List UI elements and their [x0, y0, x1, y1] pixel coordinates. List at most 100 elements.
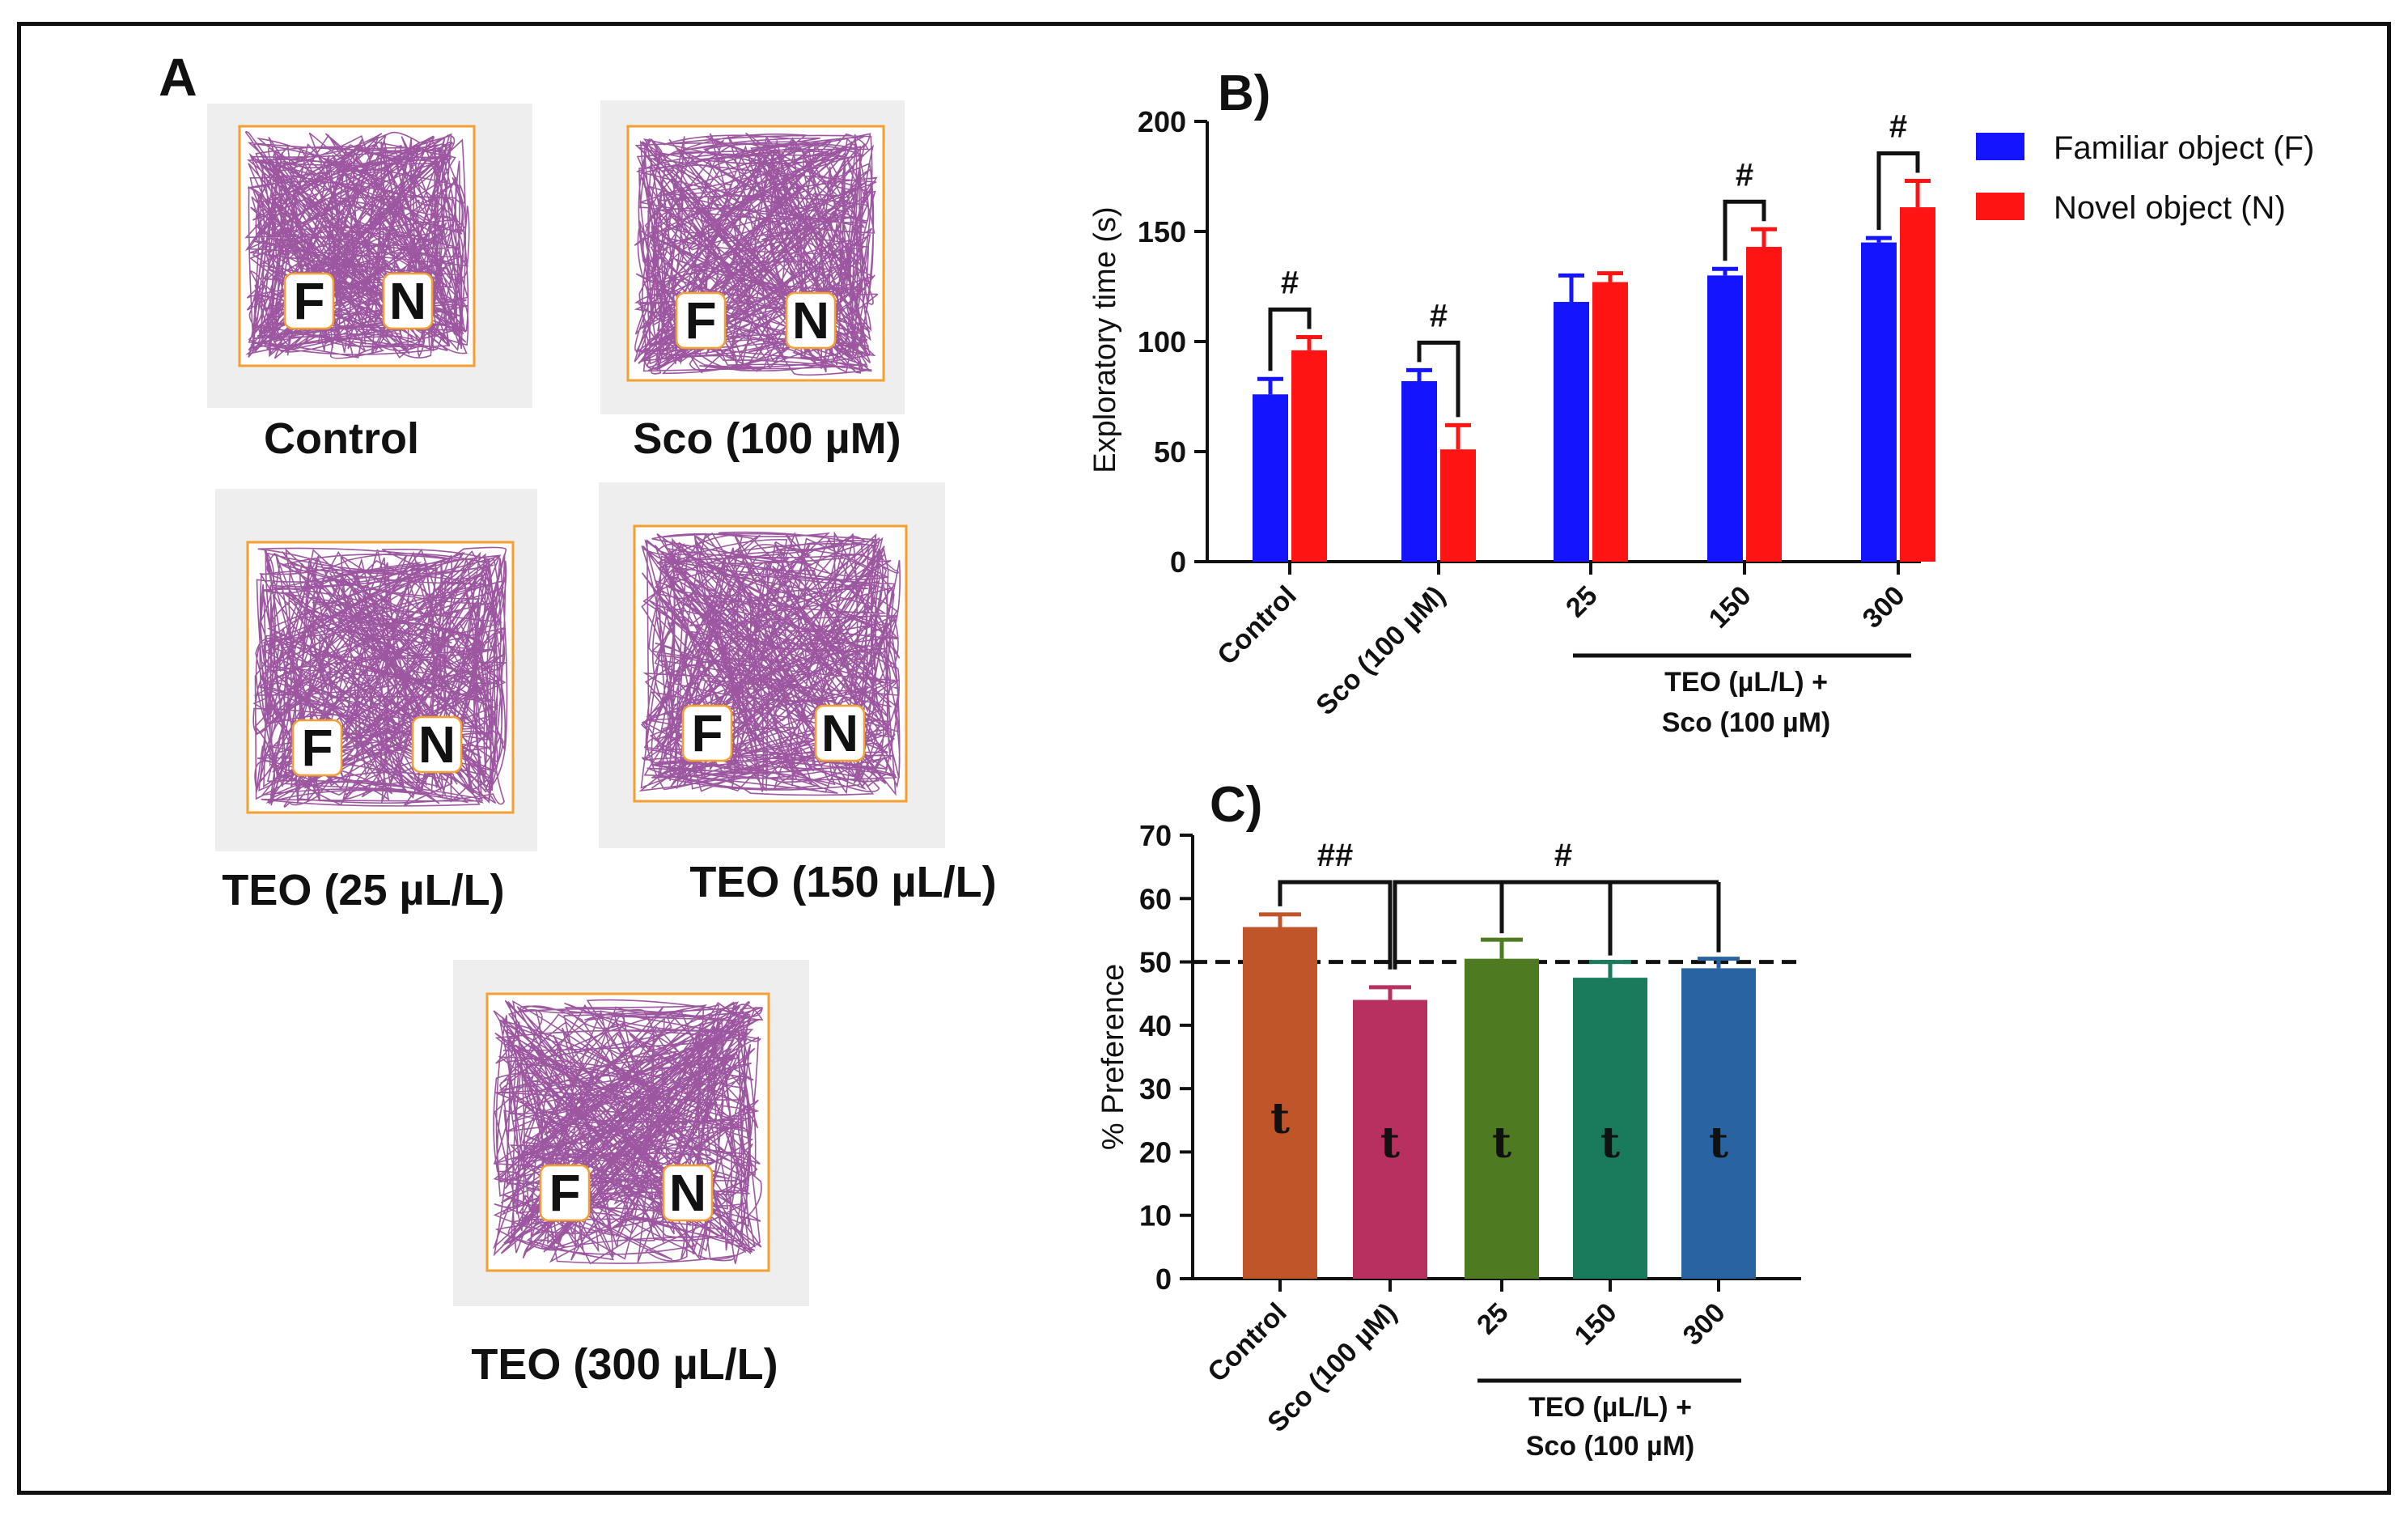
- significance-bracket: [1876, 151, 1920, 231]
- bar: [1681, 968, 1756, 1279]
- y-tick-label: 0: [1170, 545, 1186, 579]
- panel-c-label: C): [1210, 777, 1262, 833]
- y-tick-label: 70: [1139, 819, 1172, 852]
- legend-label: Novel object (N): [2054, 190, 2286, 226]
- novel-letter: N: [418, 715, 456, 774]
- x-tick-label: 25: [1471, 1297, 1515, 1341]
- tracking-arena: F N Control: [207, 104, 532, 463]
- figure-frame: [17, 22, 2391, 1495]
- y-tick-label: 200: [1138, 105, 1186, 138]
- significance-bracket: [1417, 340, 1460, 418]
- group-label-line2: Sco (100 µM): [1662, 707, 1831, 738]
- y-tick-label: 10: [1139, 1199, 1172, 1233]
- arena-caption: Control: [264, 414, 419, 463]
- novel-letter: N: [792, 291, 829, 350]
- arena-caption: TEO (25 µL/L): [222, 866, 504, 915]
- novel-object-zone: [814, 704, 866, 762]
- familiar-letter: F: [691, 704, 723, 762]
- arena-caption: TEO (300 µL/L): [471, 1340, 778, 1389]
- tracking-arena: F N Sco (100 µM): [600, 100, 905, 463]
- x-tick-label: Control: [1202, 1297, 1292, 1388]
- familiar-object-zone: [283, 272, 335, 330]
- significance-marker: #: [1430, 298, 1448, 333]
- movement-track: [638, 531, 901, 796]
- y-tick-label: 0: [1155, 1262, 1172, 1296]
- bar: [1243, 927, 1317, 1279]
- significance-marker: #: [1736, 157, 1753, 193]
- arena-caption: TEO (150 µL/L): [689, 858, 996, 906]
- novel-letter: N: [821, 704, 858, 762]
- significance-marker: #: [1554, 838, 1572, 873]
- novel-object-zone: [785, 291, 837, 350]
- y-tick-label: 20: [1139, 1135, 1172, 1169]
- novel-object-zone: [411, 715, 463, 774]
- significance-marker: #: [1281, 265, 1299, 301]
- panel-a-label: A: [159, 47, 197, 107]
- movement-track: [493, 999, 764, 1265]
- familiar-object-zone: [291, 719, 343, 777]
- bar-label: t: [1380, 1118, 1400, 1168]
- bar-novel: [1746, 247, 1782, 562]
- y-tick-label: 50: [1139, 946, 1172, 979]
- bar-familiar: [1707, 275, 1743, 562]
- group-label-line1: TEO (µL/L) +: [1528, 1392, 1692, 1423]
- movement-track: [244, 131, 470, 359]
- familiar-object-zone: [681, 704, 733, 762]
- tracking-arena: F N TEO (150 µL/L): [599, 482, 997, 906]
- significance-marker: #: [1889, 108, 1907, 144]
- group-label-line2: Sco (100 µM): [1526, 1431, 1695, 1462]
- bar-label: t: [1600, 1118, 1620, 1168]
- bar: [1573, 978, 1647, 1279]
- legend-swatch: [1976, 193, 2024, 220]
- novel-letter: N: [669, 1164, 706, 1222]
- familiar-letter: F: [293, 272, 324, 330]
- y-axis-label: % Preference: [1096, 964, 1130, 1150]
- tracking-arena: F N TEO (25 µL/L): [215, 489, 537, 915]
- y-tick-label: 150: [1138, 215, 1186, 248]
- bar-novel: [1900, 207, 1935, 562]
- familiar-letter: F: [549, 1164, 580, 1222]
- novel-object-zone: [662, 1164, 714, 1222]
- y-tick-label: 60: [1139, 882, 1172, 915]
- familiar-letter: F: [301, 719, 333, 777]
- y-tick-label: 40: [1139, 1009, 1172, 1042]
- familiar-letter: F: [685, 291, 716, 350]
- significance-bracket: [1723, 199, 1766, 261]
- y-tick-label: 30: [1139, 1072, 1172, 1105]
- bar-novel: [1291, 350, 1327, 562]
- x-tick-label: 150: [1569, 1297, 1623, 1352]
- bar-familiar: [1253, 394, 1288, 562]
- y-axis-label: Exploratory time (s): [1088, 206, 1122, 473]
- familiar-object-zone: [675, 291, 727, 350]
- significance-bracket: [1393, 880, 1719, 970]
- bar-familiar: [1401, 380, 1437, 562]
- arena-caption: Sco (100 µM): [633, 414, 901, 463]
- tracking-arena: F N TEO (300 µL/L): [453, 960, 809, 1389]
- significance-marker: ##: [1317, 838, 1354, 873]
- legend-label: Familiar object (F): [2054, 130, 2314, 166]
- panel-b-label: B): [1218, 66, 1270, 121]
- movement-track: [252, 546, 508, 808]
- significance-bracket: [1278, 880, 1393, 970]
- group-label-line1: TEO (µL/L) +: [1664, 667, 1828, 698]
- bar-novel: [1592, 282, 1628, 562]
- bar-familiar: [1861, 242, 1897, 562]
- bar-label: t: [1709, 1118, 1728, 1168]
- bar: [1465, 958, 1539, 1279]
- legend-swatch: [1976, 133, 2024, 160]
- significance-bracket: [1268, 308, 1312, 371]
- bar-familiar: [1554, 302, 1589, 562]
- y-tick-label: 100: [1138, 325, 1186, 359]
- bar: [1353, 999, 1427, 1279]
- bar-label: t: [1492, 1118, 1511, 1168]
- bar-label: t: [1270, 1094, 1290, 1144]
- novel-object-zone: [382, 272, 434, 330]
- novel-letter: N: [389, 272, 426, 330]
- bar-novel: [1440, 449, 1476, 562]
- y-tick-label: 50: [1154, 435, 1186, 469]
- x-tick-label: 300: [1677, 1297, 1732, 1352]
- familiar-object-zone: [539, 1164, 591, 1222]
